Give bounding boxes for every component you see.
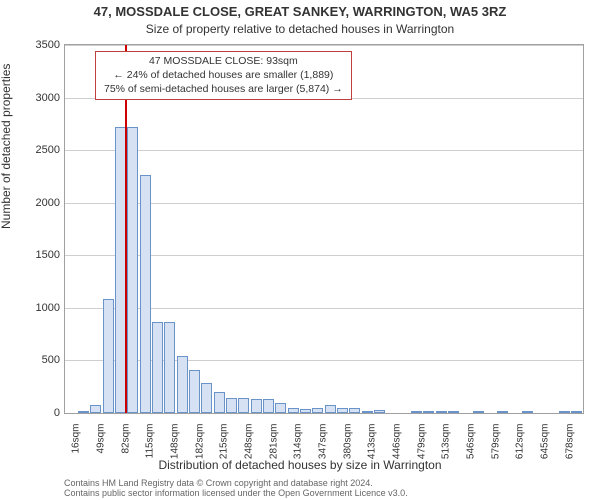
histogram-bar — [214, 392, 225, 413]
histogram-bar — [164, 322, 175, 413]
x-tick-label: 215sqm — [219, 424, 230, 460]
annotation-box: 47 MOSSDALE CLOSE: 93sqm ← 24% of detach… — [95, 51, 352, 100]
y-tick-label: 3000 — [10, 92, 60, 104]
x-tick-label: 678sqm — [564, 424, 575, 460]
y-tick-label: 500 — [10, 354, 60, 366]
histogram-bar — [349, 408, 360, 413]
x-tick-label: 446sqm — [391, 424, 402, 460]
x-tick-label: 645sqm — [539, 424, 550, 460]
histogram-bar — [127, 127, 138, 413]
credits-line: Contains public sector information licen… — [64, 488, 408, 498]
annotation-line: 75% of semi-detached houses are larger (… — [104, 82, 343, 96]
histogram-bar — [226, 398, 237, 413]
histogram-bar — [275, 403, 286, 414]
histogram-bar — [140, 175, 151, 413]
histogram-bar — [448, 411, 459, 413]
histogram-bar — [559, 411, 570, 413]
histogram-bar — [288, 408, 299, 413]
histogram-bar — [473, 411, 484, 413]
histogram-bar — [362, 411, 373, 413]
chart-container: 47, MOSSDALE CLOSE, GREAT SANKEY, WARRIN… — [0, 0, 600, 500]
y-tick-label: 1000 — [10, 302, 60, 314]
histogram-bar — [300, 409, 311, 413]
histogram-bar — [263, 399, 274, 413]
property-marker-line — [125, 45, 127, 413]
histogram-bar — [374, 410, 385, 413]
credits-line: Contains HM Land Registry data © Crown c… — [64, 478, 408, 488]
x-tick-label: 248sqm — [243, 424, 254, 460]
histogram-bar — [522, 411, 533, 413]
histogram-bar — [201, 383, 212, 413]
x-tick-label: 82sqm — [120, 424, 131, 454]
x-tick-label: 182sqm — [194, 424, 205, 460]
histogram-bar — [78, 411, 89, 413]
x-tick-label: 148sqm — [169, 424, 180, 460]
x-tick-label: 546sqm — [465, 424, 476, 460]
histogram-bar — [325, 405, 336, 413]
x-tick-label: 513sqm — [441, 424, 452, 460]
y-tick-label: 3500 — [10, 39, 60, 51]
x-tick-label: 380sqm — [342, 424, 353, 460]
histogram-bar — [497, 411, 508, 413]
histogram-bar — [103, 299, 114, 413]
annotation-line: 47 MOSSDALE CLOSE: 93sqm — [104, 54, 343, 68]
histogram-bar — [152, 322, 163, 413]
x-tick-label: 49sqm — [95, 424, 106, 454]
x-tick-label: 479sqm — [416, 424, 427, 460]
credits: Contains HM Land Registry data © Crown c… — [64, 478, 408, 499]
x-tick-label: 314sqm — [293, 424, 304, 460]
y-tick-label: 2500 — [10, 144, 60, 156]
x-tick-label: 281sqm — [268, 424, 279, 460]
histogram-bar — [177, 356, 188, 413]
histogram-bar — [312, 408, 323, 413]
x-tick-label: 579sqm — [490, 424, 501, 460]
x-tick-label: 16sqm — [71, 424, 82, 454]
histogram-bar — [411, 411, 422, 413]
histogram-bar — [436, 411, 447, 413]
grid-line — [65, 150, 583, 151]
histogram-bar — [189, 370, 200, 413]
x-tick-label: 347sqm — [317, 424, 328, 460]
chart-title: 47, MOSSDALE CLOSE, GREAT SANKEY, WARRIN… — [0, 4, 600, 19]
grid-line — [65, 45, 583, 46]
annotation-line: ← 24% of detached houses are smaller (1,… — [104, 68, 343, 82]
x-tick-label: 413sqm — [367, 424, 378, 460]
y-tick-label: 0 — [10, 407, 60, 419]
histogram-bar — [571, 411, 582, 413]
x-axis-title: Distribution of detached houses by size … — [0, 458, 600, 472]
histogram-bar — [251, 399, 262, 413]
histogram-bar — [90, 405, 101, 413]
histogram-bar — [238, 398, 249, 413]
chart-subtitle: Size of property relative to detached ho… — [0, 22, 600, 36]
y-tick-label: 1500 — [10, 249, 60, 261]
y-tick-label: 2000 — [10, 197, 60, 209]
histogram-bar — [337, 408, 348, 413]
histogram-bar — [423, 411, 434, 413]
x-tick-label: 115sqm — [145, 424, 156, 459]
plot-area: 47 MOSSDALE CLOSE: 93sqm ← 24% of detach… — [64, 44, 584, 414]
x-tick-label: 612sqm — [515, 424, 526, 460]
